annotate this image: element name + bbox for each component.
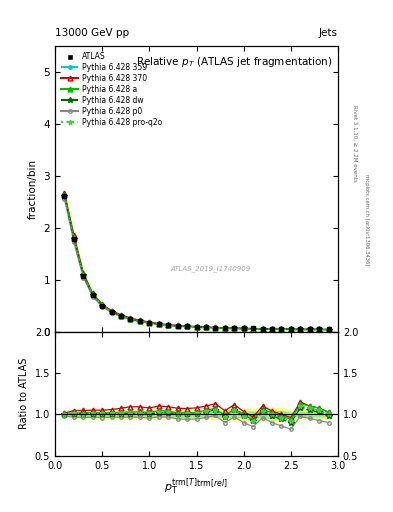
Text: Jets: Jets [319, 28, 338, 38]
Text: 13000 GeV pp: 13000 GeV pp [55, 28, 129, 38]
Y-axis label: Ratio to ATLAS: Ratio to ATLAS [19, 358, 29, 429]
Text: Relative $p_{T}$ (ATLAS jet fragmentation): Relative $p_{T}$ (ATLAS jet fragmentatio… [136, 55, 332, 69]
Text: mcplots.cern.ch [arXiv:1306.3436]: mcplots.cern.ch [arXiv:1306.3436] [364, 175, 369, 266]
Legend: ATLAS, Pythia 6.428 359, Pythia 6.428 370, Pythia 6.428 a, Pythia 6.428 dw, Pyth: ATLAS, Pythia 6.428 359, Pythia 6.428 37… [59, 50, 164, 129]
Text: Rivet 3.1.10, ≥ 2.2M events: Rivet 3.1.10, ≥ 2.2M events [352, 105, 357, 182]
Text: ATLAS_2019_I1740909: ATLAS_2019_I1740909 [171, 265, 251, 272]
Y-axis label: fraction/bin: fraction/bin [28, 159, 38, 219]
X-axis label: $p_{\mathrm{T}}^{\mathrm{trm}[T]}{}^{\mathrm{trm}[rel]}$: $p_{\mathrm{T}}^{\mathrm{trm}[T]}{}^{\ma… [165, 476, 228, 497]
